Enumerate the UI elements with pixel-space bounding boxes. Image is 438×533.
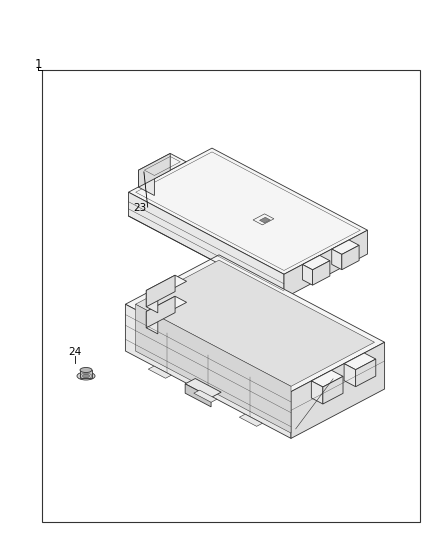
Polygon shape: [194, 390, 217, 402]
Polygon shape: [311, 370, 343, 387]
Text: 24: 24: [68, 347, 81, 357]
Bar: [42, 70, 420, 522]
Polygon shape: [303, 264, 313, 285]
Polygon shape: [342, 245, 359, 270]
Polygon shape: [146, 275, 187, 296]
Polygon shape: [185, 378, 221, 398]
Polygon shape: [344, 364, 356, 387]
Polygon shape: [146, 296, 175, 328]
Ellipse shape: [77, 372, 95, 380]
Polygon shape: [332, 240, 359, 254]
Polygon shape: [146, 296, 187, 318]
Polygon shape: [284, 230, 367, 298]
Polygon shape: [125, 304, 291, 439]
Polygon shape: [356, 359, 376, 387]
Polygon shape: [313, 261, 330, 285]
Text: 23: 23: [134, 203, 147, 213]
Polygon shape: [148, 366, 171, 378]
Polygon shape: [125, 255, 385, 392]
Polygon shape: [303, 255, 330, 270]
Polygon shape: [185, 384, 211, 407]
Ellipse shape: [82, 374, 89, 378]
Polygon shape: [311, 381, 323, 404]
Text: 1: 1: [34, 58, 42, 70]
Polygon shape: [138, 170, 155, 196]
Polygon shape: [239, 414, 262, 426]
Polygon shape: [323, 376, 343, 404]
Polygon shape: [138, 154, 186, 179]
Ellipse shape: [80, 367, 92, 373]
Polygon shape: [260, 217, 270, 223]
Polygon shape: [291, 342, 385, 439]
Polygon shape: [332, 249, 342, 270]
Polygon shape: [146, 311, 158, 334]
Polygon shape: [138, 154, 170, 187]
Polygon shape: [146, 290, 158, 313]
Polygon shape: [344, 353, 376, 370]
Bar: [80, 370, 92, 378]
Polygon shape: [146, 275, 175, 307]
Polygon shape: [128, 192, 284, 298]
Polygon shape: [128, 148, 367, 274]
Polygon shape: [135, 260, 374, 386]
Polygon shape: [135, 304, 291, 433]
